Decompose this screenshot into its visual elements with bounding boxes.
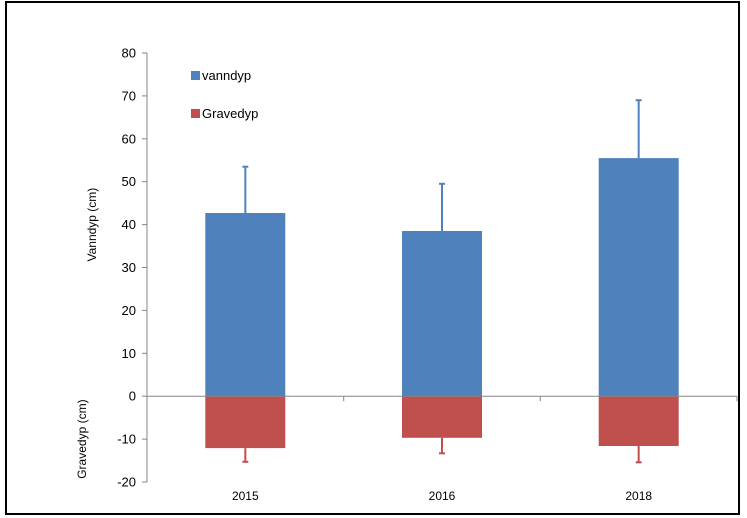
axes-layer xyxy=(142,52,738,483)
y-tick-label: 50 xyxy=(122,174,136,189)
bar-gravedyp-2016 xyxy=(402,396,482,438)
x-category-label: 2018 xyxy=(625,489,652,503)
labels-layer: 80 70 60 50 40 30 20 10 0 -10 -20 2015 2016 2018 Vannd… xyxy=(75,46,652,504)
legend-label-gravedyp: Gravedyp xyxy=(202,106,258,121)
y-tick-label: 60 xyxy=(122,131,136,146)
bar-gravedyp-2015 xyxy=(205,396,286,449)
y-tick-label: 40 xyxy=(122,217,136,232)
x-category-label: 2016 xyxy=(429,489,456,503)
y-tick-label: 30 xyxy=(122,260,136,275)
y-tick-label: -20 xyxy=(117,475,136,490)
legend-swatch-vanndyp xyxy=(191,71,200,80)
x-category-label: 2015 xyxy=(232,489,259,503)
y-tick-label: 20 xyxy=(122,303,136,318)
y-tick-label: 0 xyxy=(129,389,136,404)
legend: vanndyp Gravedyp xyxy=(191,68,258,121)
legend-swatch-gravedyp xyxy=(191,109,200,118)
errorbars-layer xyxy=(242,99,642,464)
bar-vanndyp-2018 xyxy=(598,158,679,397)
y-tick-label: 10 xyxy=(122,346,136,361)
bar-vanndyp-2016 xyxy=(402,231,482,397)
y-axis-title-vanndyp: Vanndyp (cm) xyxy=(85,188,99,262)
y-tick-label: 70 xyxy=(122,88,136,103)
legend-label-vanndyp: vanndyp xyxy=(202,68,251,83)
y-tick-label: 80 xyxy=(122,46,136,61)
y-axis-title-gravedyp: Gravedyp (cm) xyxy=(75,399,89,478)
bar-vanndyp-2015 xyxy=(205,213,286,397)
bar-gravedyp-2018 xyxy=(598,396,679,446)
y-tick-label: -10 xyxy=(117,432,136,447)
bars-layer xyxy=(205,158,679,449)
